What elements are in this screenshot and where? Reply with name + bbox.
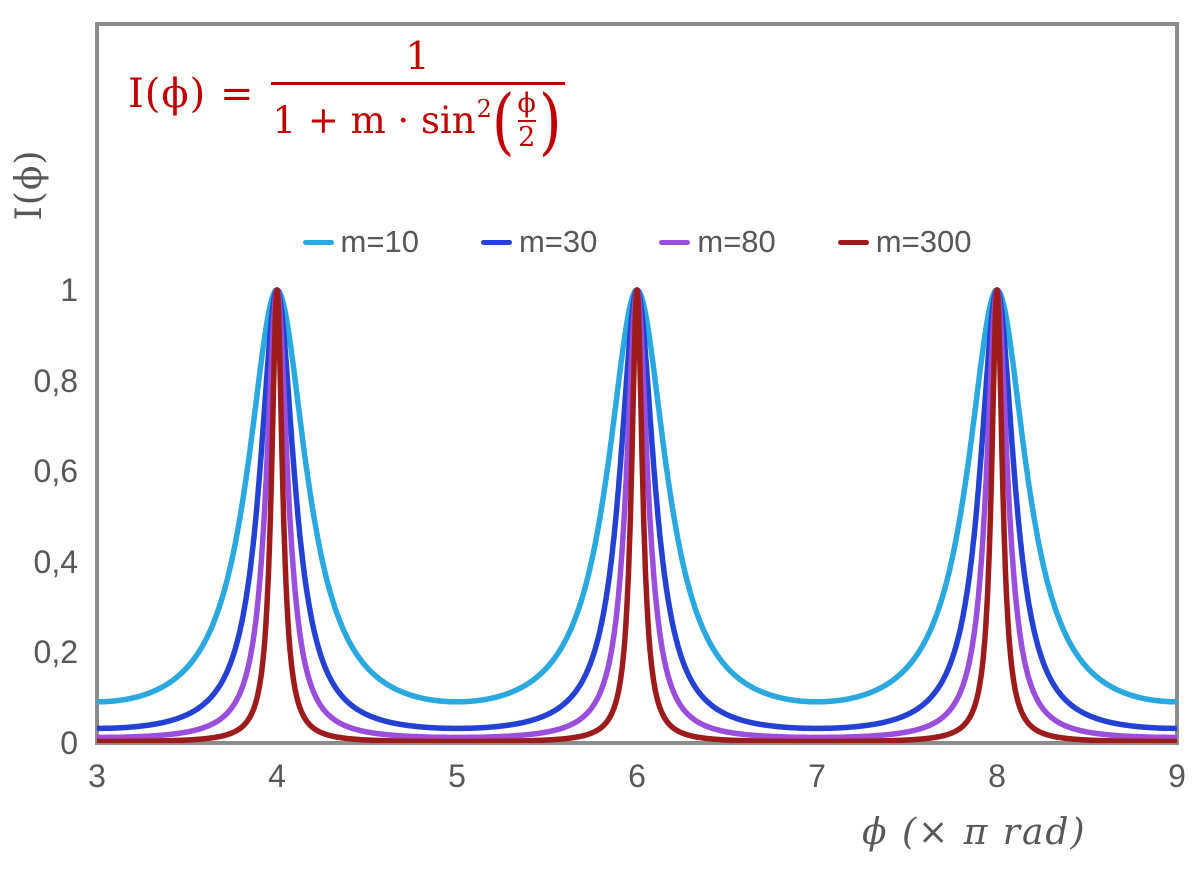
plot-frame — [95, 22, 1179, 745]
x-tick-label: 4 — [268, 758, 286, 794]
x-tick-label: 9 — [1168, 758, 1186, 794]
legend-item-m-10: m=10 — [302, 224, 419, 260]
formula: I(ϕ) = 1 1 + m · sin 2 ( ϕ 2 ) — [128, 34, 565, 164]
inner-fraction: ϕ 2 — [517, 88, 536, 153]
legend-label: m=80 — [697, 224, 776, 259]
x-tick-label: 8 — [988, 758, 1006, 794]
x-axis-title: ϕ (× π rad) — [862, 812, 1087, 853]
inner-denominator: 2 — [518, 122, 536, 153]
open-paren: ( — [491, 78, 515, 164]
fraction-bar — [270, 82, 565, 85]
legend-swatch — [659, 239, 691, 245]
y-tick-label: 0 — [60, 725, 78, 761]
legend-label: m=30 — [518, 224, 598, 259]
y-tick-label: 0,8 — [33, 362, 78, 399]
legend-label: m=300 — [875, 224, 972, 259]
formula-fraction: 1 1 + m · sin 2 ( ϕ 2 ) — [270, 34, 565, 164]
x-tick-label: 7 — [808, 758, 826, 794]
formula-denominator: 1 + m · sin 2 ( ϕ 2 ) — [272, 78, 562, 164]
x-tick-label: 6 — [628, 758, 646, 794]
y-tick-label: 0,4 — [33, 543, 78, 580]
formula-numerator: 1 — [405, 34, 430, 78]
legend-item-m-80: m=80 — [659, 224, 776, 260]
legend-swatch — [302, 239, 334, 245]
legend-swatch — [837, 239, 869, 245]
den-prefix: 1 + m · sin — [272, 99, 476, 142]
inner-fraction-bar — [517, 120, 536, 122]
y-axis-title: I(ϕ) — [9, 149, 50, 221]
y-tick-label: 0,2 — [33, 634, 78, 671]
inner-numerator: ϕ — [517, 88, 536, 119]
legend-swatch — [480, 239, 512, 245]
legend-item-m-300: m=300 — [837, 224, 972, 260]
legend-label: m=10 — [340, 224, 419, 259]
y-tick-label: 1 — [60, 272, 78, 308]
curve-m-300 — [97, 287, 1177, 743]
x-tick-label: 5 — [448, 758, 466, 794]
x-tick-label: 3 — [88, 758, 106, 794]
legend: m=10 m=30 m=80 m=300 — [97, 224, 1177, 260]
legend-item-m-30: m=30 — [480, 224, 598, 260]
y-tick-label: 0,6 — [33, 453, 78, 490]
formula-lhs: I(ϕ) = — [128, 70, 255, 117]
curve-m-80 — [97, 287, 1177, 741]
close-paren: ) — [538, 78, 562, 164]
